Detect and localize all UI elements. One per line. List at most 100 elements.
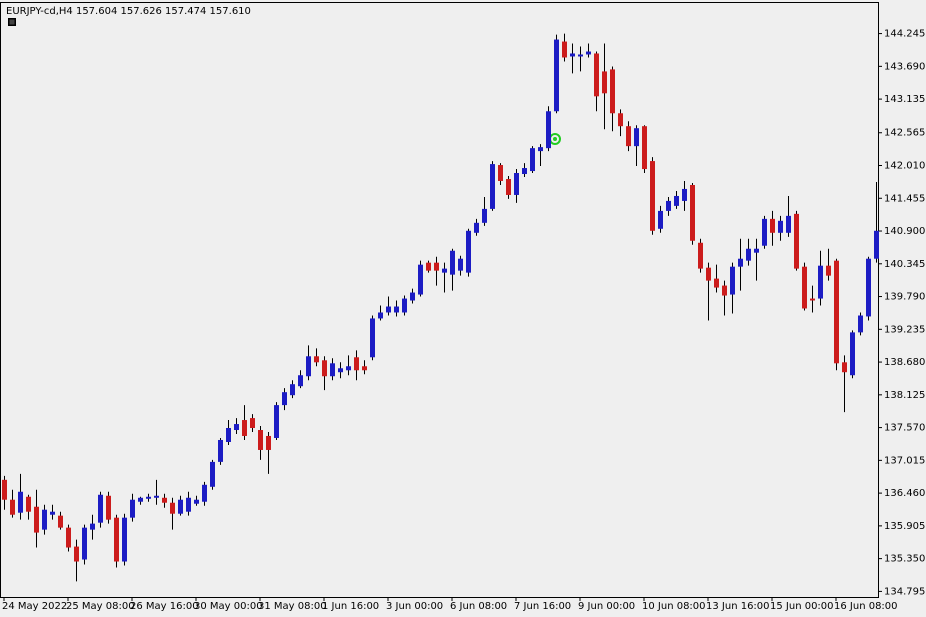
candle-body (586, 51, 591, 55)
candle-body (490, 164, 495, 209)
candle-body (466, 230, 471, 273)
x-tick-label: 16 Jun 08:00 (834, 601, 898, 612)
candle-body (554, 39, 559, 112)
candle-body (874, 230, 879, 259)
x-tick-label: 13 Jun 16:00 (706, 601, 770, 612)
candle-body (74, 546, 79, 562)
candle-body (266, 435, 271, 450)
candle-body (690, 184, 695, 241)
candle-body (242, 420, 247, 436)
candle-body (562, 41, 567, 58)
candle-body (802, 266, 807, 309)
candle-body (386, 306, 391, 313)
y-tick-label: 135.905 (884, 521, 925, 532)
candle-body (666, 200, 671, 211)
candle-body (602, 71, 607, 94)
candle-body (714, 278, 719, 288)
candle-body (186, 497, 191, 512)
candle-body (418, 264, 423, 295)
candle-body (538, 147, 543, 152)
y-tick-label: 134.795 (884, 586, 925, 597)
candle-body (442, 268, 447, 273)
candle-body (322, 360, 327, 377)
candle-body (530, 148, 535, 172)
candle-body (138, 497, 143, 502)
candle-body (658, 210, 663, 229)
candle-body (106, 495, 111, 520)
y-tick-label: 143.690 (884, 61, 925, 72)
candle-body (338, 368, 343, 373)
candle-body (706, 267, 711, 281)
signal-marker-dot (553, 137, 557, 141)
candle-body (202, 484, 207, 502)
candle-body (506, 179, 511, 195)
candle-body (738, 258, 743, 267)
candle-body (362, 366, 367, 371)
candle-body (826, 265, 831, 276)
x-tick-label: 24 May 2022 (2, 601, 67, 612)
candle-body (114, 517, 119, 562)
candle-body (458, 258, 463, 271)
candle-body (482, 208, 487, 223)
x-tick-label: 6 Jun 08:00 (450, 601, 507, 612)
candle-body (58, 515, 63, 528)
candle-body (746, 248, 751, 261)
candle-body (794, 213, 799, 269)
candle-body (450, 250, 455, 275)
y-tick-label: 140.900 (884, 226, 925, 237)
y-tick-label: 143.135 (884, 94, 925, 105)
candle-body (594, 53, 599, 97)
candle-body (26, 496, 31, 512)
candle-body (210, 461, 215, 487)
candle-body (178, 499, 183, 514)
y-tick-label: 140.345 (884, 259, 925, 270)
x-tick-label: 3 Jun 00:00 (386, 601, 443, 612)
panel-icon-inner (9, 19, 15, 25)
candle-body (770, 218, 775, 233)
candle-body (354, 357, 359, 371)
x-tick-label: 15 Jun 00:00 (770, 601, 834, 612)
candle-body (2, 479, 7, 500)
y-tick-label: 142.565 (884, 128, 925, 139)
y-tick-label: 144.245 (884, 29, 925, 40)
x-tick-label: 31 May 08:00 (258, 601, 327, 612)
candle-body (754, 248, 759, 253)
candle-body (90, 523, 95, 530)
candle-body (810, 298, 815, 301)
candle-body (626, 126, 631, 147)
candle-body (498, 165, 503, 181)
candle-body (722, 285, 727, 296)
candle-body (330, 363, 335, 377)
candle-body (522, 168, 527, 175)
candle-body (858, 315, 863, 333)
candle-body (650, 161, 655, 231)
candle-body (514, 173, 519, 195)
candle-body (130, 499, 135, 518)
chart-title: EURJPY-cd,H4 157.604 157.626 157.474 157… (6, 6, 251, 17)
candle-body (82, 527, 87, 560)
candle-body (642, 126, 647, 170)
candle-body (866, 258, 871, 317)
candle-body (674, 195, 679, 206)
candle-body (98, 494, 103, 523)
y-tick-label: 141.455 (884, 193, 925, 204)
candle-body (842, 362, 847, 373)
candle-body (34, 506, 39, 533)
candle-body (298, 375, 303, 387)
candle-body (818, 265, 823, 299)
x-tick-label: 25 May 08:00 (66, 601, 135, 612)
candle-body (634, 128, 639, 147)
candle-body (546, 111, 551, 149)
candle-body (282, 392, 287, 406)
y-tick-label: 139.235 (884, 324, 925, 335)
candle-body (698, 242, 703, 269)
candle-body (378, 312, 383, 319)
candle-body (786, 215, 791, 233)
candle-body (274, 405, 279, 438)
candle-body (434, 262, 439, 271)
candle-body (50, 511, 55, 515)
candle-body (426, 262, 431, 271)
candle-body (42, 509, 47, 530)
candle-body (234, 424, 239, 431)
